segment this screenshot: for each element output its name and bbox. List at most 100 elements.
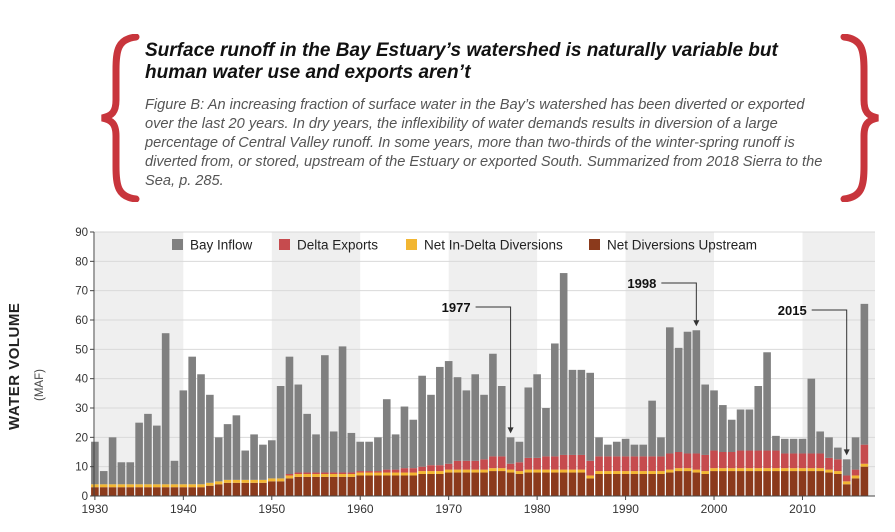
- bar-net-in-delta-diversions-2000: [710, 468, 718, 472]
- bar-net-diversions-upstream-1951: [276, 481, 285, 496]
- bar-delta-exports-1952: [285, 474, 294, 476]
- bar-net-in-delta-diversions-2010: [798, 468, 807, 472]
- bar-bay-inflow-1965: [400, 406, 409, 469]
- bar-net-diversions-upstream-2010: [798, 471, 807, 496]
- bar-net-in-delta-diversions-1979: [524, 469, 533, 473]
- bar-delta-exports-1958: [338, 472, 347, 474]
- bar-net-diversions-upstream-1964: [391, 475, 400, 496]
- bar-bay-inflow-2006: [763, 352, 771, 451]
- bar-net-diversions-upstream-2002: [727, 471, 736, 496]
- legend-swatch: [172, 239, 183, 250]
- bar-delta-exports-1999: [701, 454, 709, 472]
- bar-net-in-delta-diversions-1954: [303, 474, 311, 477]
- bar-net-diversions-upstream-1970: [444, 472, 453, 496]
- bar-net-in-delta-diversions-2011: [807, 468, 816, 472]
- bar-net-diversions-upstream-1941: [188, 487, 196, 496]
- y-tick-label: 10: [75, 462, 88, 474]
- legend-label: Net Diversions Upstream: [607, 238, 757, 253]
- bar-delta-exports-2012: [816, 453, 824, 469]
- bar-net-in-delta-diversions-2013: [825, 469, 833, 473]
- legend-swatch: [589, 239, 600, 250]
- x-tick-label: 2010: [789, 502, 816, 516]
- bar-net-diversions-upstream-1934: [126, 487, 135, 496]
- bar-net-in-delta-diversions-1940: [179, 484, 188, 488]
- bar-net-in-delta-diversions-1942: [197, 484, 205, 488]
- bar-bay-inflow-1979: [524, 387, 533, 458]
- bar-bay-inflow-1939: [170, 460, 179, 485]
- bar-net-diversions-upstream-1996: [674, 471, 683, 496]
- bar-net-diversions-upstream-2007: [772, 471, 780, 496]
- bar-bay-inflow-1981: [542, 408, 550, 457]
- bar-net-diversions-upstream-2004: [745, 471, 754, 496]
- stacked-bar-chart: 0 10 20 30 40 50 60 70 80 90 1930 1940 1950 1960 1970 1…: [75, 227, 875, 516]
- bar-bay-inflow-2012: [816, 431, 824, 454]
- bar-net-diversions-upstream-2013: [825, 472, 833, 496]
- bar-net-in-delta-diversions-1951: [276, 478, 285, 482]
- bar-net-in-delta-diversions-1955: [312, 474, 320, 477]
- annotations: 1977 1998 2015: [442, 276, 850, 456]
- bar-net-diversions-upstream-1939: [170, 487, 179, 496]
- bar-bay-inflow-1996: [674, 347, 683, 452]
- bar-delta-exports-2005: [754, 450, 763, 469]
- bar-net-in-delta-diversions-1933: [117, 484, 126, 488]
- bar-delta-exports-1969: [436, 465, 444, 472]
- bar-net-diversions-upstream-1997: [683, 471, 692, 496]
- y-axis-label: WATER VOLUME: [6, 302, 23, 430]
- bar-net-diversions-upstream-2000: [710, 471, 718, 496]
- bar-bay-inflow-2002: [727, 419, 736, 452]
- bar-bay-inflow-1978: [515, 441, 524, 463]
- bar-net-diversions-upstream-1968: [427, 474, 435, 496]
- bar-net-in-delta-diversions-2005: [754, 468, 763, 472]
- bar-bay-inflow-1960: [356, 441, 365, 472]
- y-tick-label: 50: [75, 344, 88, 356]
- bar-bay-inflow-2015: [842, 459, 851, 476]
- bar-bay-inflow-1932: [108, 437, 117, 485]
- bar-bay-inflow-1986: [586, 372, 594, 461]
- bar-delta-exports-1984: [568, 454, 577, 470]
- bar-delta-exports-1992: [639, 456, 648, 472]
- bar-bay-inflow-1958: [338, 346, 347, 473]
- bar-net-diversions-upstream-2005: [754, 471, 763, 496]
- bar-delta-exports-1965: [400, 468, 409, 473]
- bar-net-diversions-upstream-1998: [692, 472, 701, 496]
- bar-net-in-delta-diversions-2012: [816, 468, 824, 472]
- bar-bay-inflow-2016: [851, 437, 860, 470]
- bar-bay-inflow-1991: [630, 444, 639, 457]
- bar-net-diversions-upstream-2001: [719, 471, 727, 496]
- x-tick-label: 1960: [347, 502, 374, 516]
- bar-bay-inflow-1945: [223, 424, 232, 480]
- bar-bay-inflow-1975: [489, 353, 497, 457]
- legend-label: Bay Inflow: [190, 238, 253, 253]
- bar-delta-exports-1956: [321, 472, 329, 474]
- bar-net-in-delta-diversions-1974: [480, 469, 488, 473]
- bar-net-diversions-upstream-1936: [144, 487, 152, 496]
- bar-delta-exports-1994: [657, 456, 665, 472]
- bar-bay-inflow-2000: [710, 390, 718, 451]
- bar-net-in-delta-diversions-1957: [329, 474, 338, 477]
- legend: Bay Inflow Delta Exports Net In-Delta Dive…: [172, 238, 757, 253]
- bar-delta-exports-1996: [674, 452, 683, 469]
- bar-net-diversions-upstream-1969: [436, 474, 444, 496]
- bar-net-in-delta-diversions-1978: [515, 471, 524, 474]
- axes: 0 10 20 30 40 50 60 70 80 90 1930 1940 1950 1960 1970 1…: [75, 227, 875, 516]
- annotation-leader: [475, 306, 512, 432]
- bar-net-diversions-upstream-1999: [701, 474, 709, 496]
- bar-bay-inflow-2001: [719, 405, 727, 452]
- bar-net-in-delta-diversions-1962: [374, 472, 382, 476]
- y-tick-label: 40: [75, 374, 88, 386]
- bar-net-diversions-upstream-1986: [586, 478, 594, 496]
- bar-bay-inflow-1937: [152, 425, 161, 485]
- bar-net-in-delta-diversions-1969: [436, 471, 444, 474]
- bar-net-diversions-upstream-1995: [665, 472, 674, 496]
- bar-delta-exports-1977: [506, 463, 515, 470]
- bar-net-diversions-upstream-1989: [612, 474, 621, 496]
- bar-bay-inflow-1946: [232, 415, 241, 480]
- bar-net-in-delta-diversions-1960: [356, 472, 365, 476]
- bar-bay-inflow-1972: [462, 390, 471, 461]
- bar-net-diversions-upstream-2008: [780, 471, 789, 496]
- bar-delta-exports-1962: [374, 471, 382, 473]
- bar-bay-inflow-1944: [214, 437, 223, 482]
- bar-bay-inflow-1999: [701, 384, 709, 455]
- bar-bay-inflow-1995: [665, 327, 674, 454]
- bar-net-diversions-upstream-1952: [285, 478, 294, 496]
